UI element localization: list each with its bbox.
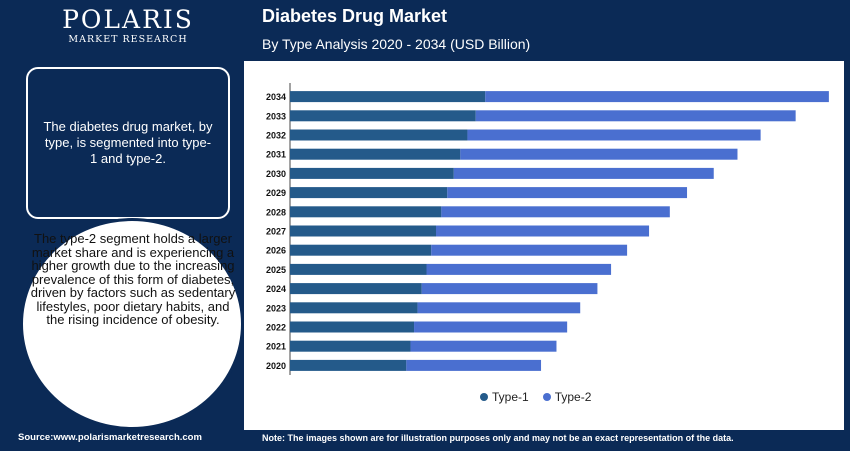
y-tick-label: 2031 — [266, 150, 286, 160]
legend-type2-label: Type-2 — [554, 390, 592, 404]
y-tick-label: 2026 — [266, 246, 286, 256]
y-tick-label: 2023 — [266, 303, 286, 313]
bar-type-1-2031 — [290, 148, 461, 160]
highlight-circle — [20, 218, 244, 430]
bar-type-1-2026 — [290, 244, 432, 256]
highlight-circle-text: The type-2 segment holds a larger market… — [30, 231, 236, 327]
bar-type-1-2022 — [290, 321, 415, 333]
y-tick-label: 2025 — [266, 265, 286, 275]
bar-type-1-2028 — [290, 206, 442, 218]
legend-item-type2: Type-2 — [542, 390, 592, 404]
bar-type-1-2029 — [290, 187, 448, 199]
bar-type-2-2034 — [485, 91, 829, 103]
segment-summary-box: The diabetes drug market, by type, is se… — [26, 67, 230, 219]
segment-summary-text: The diabetes drug market, by type, is se… — [43, 119, 213, 166]
bar-type-2-2030 — [453, 167, 714, 179]
logo-tagline: MARKET RESEARCH — [68, 34, 188, 45]
y-tick-label: 2028 — [266, 207, 286, 217]
y-tick-label: 2027 — [266, 227, 286, 237]
legend-type1-marker — [480, 393, 488, 401]
footer-note: Note: The images shown are for illustrat… — [262, 433, 734, 443]
footer-source: Source:www.polarismarketresearch.com — [18, 432, 202, 443]
chart-title: Diabetes Drug Market — [262, 6, 448, 26]
bar-type-1-2023 — [290, 302, 418, 314]
bar-type-1-2027 — [290, 225, 436, 237]
chart-subtitle: By Type Analysis 2020 - 2034 (USD Billio… — [262, 36, 531, 52]
bar-type-2-2031 — [460, 148, 738, 160]
bar-type-2-2026 — [431, 244, 628, 256]
bar-type-2-2023 — [417, 302, 581, 314]
y-tick-label: 2030 — [266, 169, 286, 179]
bar-type-2-2032 — [467, 129, 761, 141]
bar-type-1-2020 — [290, 359, 407, 371]
bar-type-2-2022 — [414, 321, 568, 333]
legend-type1-label: Type-1 — [492, 390, 529, 404]
y-tick-label: 2022 — [266, 323, 286, 333]
bar-type-2-2028 — [441, 206, 670, 218]
bar-chart: 2034 2033 2032 2031 2030 2029 2028 2027 2026 2025… — [266, 83, 829, 375]
bar-type-2-2033 — [475, 110, 796, 122]
y-tick-label: 2033 — [266, 111, 286, 121]
legend-type2-marker — [542, 393, 551, 401]
bar-type-1-2024 — [290, 283, 422, 295]
bar-type-1-2021 — [290, 340, 411, 352]
bar-type-2-2024 — [421, 283, 598, 295]
chart-area: 2034 2033 2032 2031 2030 2029 2028 2027 2026 2025… — [244, 61, 844, 430]
bar-type-2-2021 — [410, 340, 557, 352]
bar-type-1-2033 — [290, 110, 476, 122]
y-tick-label: 2020 — [266, 361, 286, 371]
left-panel: POLARIS MARKET RESEARCH The diabetes dru… — [0, 0, 244, 430]
bar-type-2-2020 — [406, 359, 542, 371]
bar-type-2-2027 — [435, 225, 650, 237]
logo-name: POLARIS — [62, 5, 194, 34]
bar-type-1-2032 — [290, 129, 468, 141]
legend-item-type1: Type-1 — [480, 390, 529, 404]
y-tick-label: 2024 — [266, 284, 286, 294]
bar-type-1-2025 — [290, 263, 427, 275]
y-tick-label: 2034 — [266, 92, 286, 102]
bar-type-2-2029 — [447, 187, 688, 199]
y-tick-label: 2029 — [266, 188, 286, 198]
y-tick-label: 2021 — [266, 342, 286, 352]
bar-type-1-2034 — [290, 91, 486, 103]
polaris-logo: POLARIS MARKET RESEARCH — [48, 6, 208, 52]
chart-legend: Type-1 Type-2 — [480, 390, 591, 404]
bar-type-2-2025 — [426, 263, 612, 275]
bar-type-1-2030 — [290, 167, 454, 179]
y-tick-label: 2032 — [266, 131, 286, 141]
